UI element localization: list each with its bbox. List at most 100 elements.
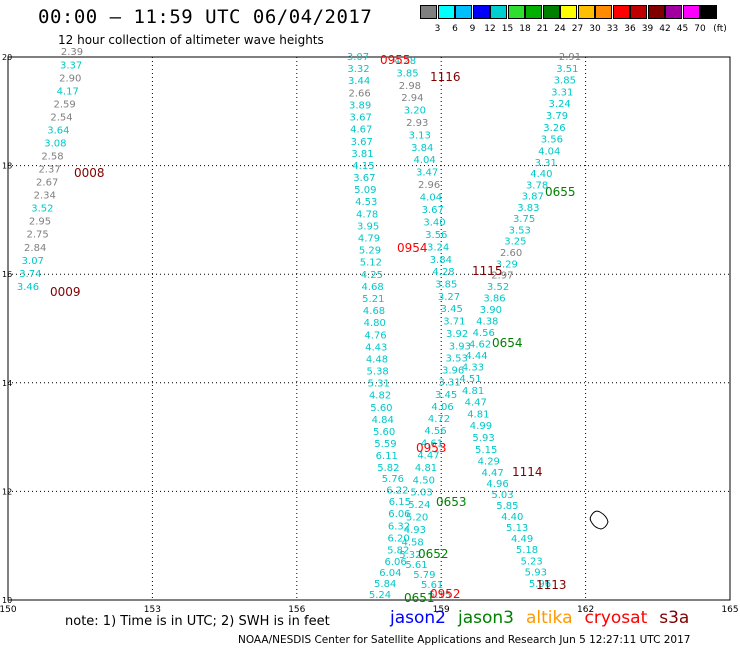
wave-height-value: 3.46 [17,282,39,293]
wave-height-value: 4.40 [530,169,552,180]
wave-height-value: 3.08 [44,138,66,149]
legend-label: 70 [694,24,706,34]
wave-height-value: 3.89 [349,100,371,111]
wave-height-value: 4.96 [486,479,508,490]
wave-height-value: 5.82 [377,463,399,474]
satellite-jason2: jason2 [390,608,446,628]
wave-height-value: 4.15 [352,161,374,172]
wave-height-value: 4.81 [462,386,484,397]
map-frame [7,56,731,601]
satellite-altika: altika [526,608,573,628]
wave-height-value: 4.33 [462,363,484,374]
wave-height-value: 3.67 [353,173,375,184]
wave-height-value: 3.52 [487,282,509,293]
wave-height-value: 5.24 [408,500,430,511]
wave-height-value: 5.29 [359,246,381,257]
wave-height-value: 3.13 [409,130,431,141]
wave-height-value: 3.56 [541,135,563,146]
wave-height-value: 3.53 [446,353,468,364]
wave-height-value: 4.56 [424,426,446,437]
lat-tick-label: 20 [2,53,12,62]
lon-tick-label: 153 [144,605,161,615]
wave-height-value: 4.93 [404,525,426,536]
legend-label: 9 [469,24,476,34]
wave-height-value: 6.22 [386,485,408,496]
pass-time-label: 0954 [397,241,428,255]
wave-height-value: 2.97 [491,271,513,282]
wave-height-value: 3.51 [556,64,578,75]
wave-height-value: 3.26 [543,123,565,134]
wave-height-value: 6.06 [384,557,406,568]
wave-height-value: 2.75 [26,230,48,241]
legend-swatch [542,5,560,19]
wave-height-value: 5.38 [367,367,389,378]
wave-height-value: 4.43 [365,342,387,353]
wave-height-value: 3.27 [438,292,460,303]
legend-swatch [682,5,700,19]
legend-swatch [665,5,682,19]
wave-height-value: 4.61 [421,438,443,449]
wave-height-value: 4.51 [459,374,481,385]
wave-height-value: 2.90 [59,74,81,85]
pass-time-label: 0655 [545,185,576,199]
legend-swatch [420,5,437,19]
wave-height-value: 3.53 [509,225,531,236]
wave-height-value: 3.95 [357,221,379,232]
wave-height-value: 3.31 [535,158,557,169]
wave-height-value: 3.64 [47,125,69,136]
wave-height-value: 4.76 [364,330,386,341]
wave-height-value: 4.81 [415,463,437,474]
wave-height-value: 4.38 [476,316,498,327]
wave-height-value: 6.11 [376,451,398,462]
wave-height-value: 5.09 [354,185,376,196]
wave-height-value: 5.82 [387,546,409,557]
wave-height-value: 3.67 [422,205,444,216]
wave-height-value: 3.56 [425,230,447,241]
wave-height-value: 3.93 [449,341,471,352]
wave-height-value: 4.53 [355,197,377,208]
wave-height-value: 3.90 [480,305,502,316]
wave-height-value: 4.47 [417,450,439,461]
pass-time-label: 1116 [430,70,461,84]
wave-height-value: 3.96 [442,366,464,377]
wave-height-value: 2.94 [401,93,423,104]
legend-label: 24 [554,24,566,34]
wave-height-value: 5.21 [362,294,384,305]
wave-height-value: 2.58 [41,151,63,162]
wave-height-value: 5.03 [410,488,432,499]
legend-label: 45 [676,24,689,34]
wave-height-value: 5.12 [360,258,382,269]
legend-label: 39 [641,24,654,34]
satellite-s3a: s3a [659,608,690,628]
wave-height-value: 3.67 [350,113,372,124]
pass-time-label: 0955 [380,53,411,67]
wave-height-value: 5.96 [529,579,551,590]
wave-height-value: 5.85 [496,501,518,512]
satellite-jason3: jason3 [458,608,514,628]
lon-tick-label: 150 [0,605,17,615]
lat-tick-label: 14 [2,379,12,388]
wave-height-value: 3.44 [348,76,370,87]
wave-height-value: 4.68 [363,306,385,317]
wave-height-value: 2.54 [50,112,72,123]
legend-unit: (ft) [713,24,727,34]
wave-height-value: 4.56 [473,328,495,339]
legend-label: 12 [484,24,496,34]
satellite-cryosat: cryosat [584,608,648,628]
legend-swatch [490,5,507,19]
wave-height-value: 3.75 [513,214,535,225]
legend-swatch [700,5,717,19]
wave-height-value: 4.72 [428,414,450,425]
wave-height-value: 3.87 [522,192,544,203]
legend-label: 30 [589,24,601,34]
wave-height-value: 4.25 [361,270,383,281]
pass-time-label: 0651 [404,591,435,605]
wave-height-value: 4.04 [538,146,560,157]
wave-height-value: 4.50 [413,475,435,486]
legend-label: 21 [536,24,549,34]
pass-time-label: 0652 [418,547,449,561]
wave-height-value: 3.85 [396,68,418,79]
pass-time-label: 0953 [416,441,447,455]
wave-height-value: 6.20 [387,533,409,544]
wave-height-value: 3.40 [423,218,445,229]
